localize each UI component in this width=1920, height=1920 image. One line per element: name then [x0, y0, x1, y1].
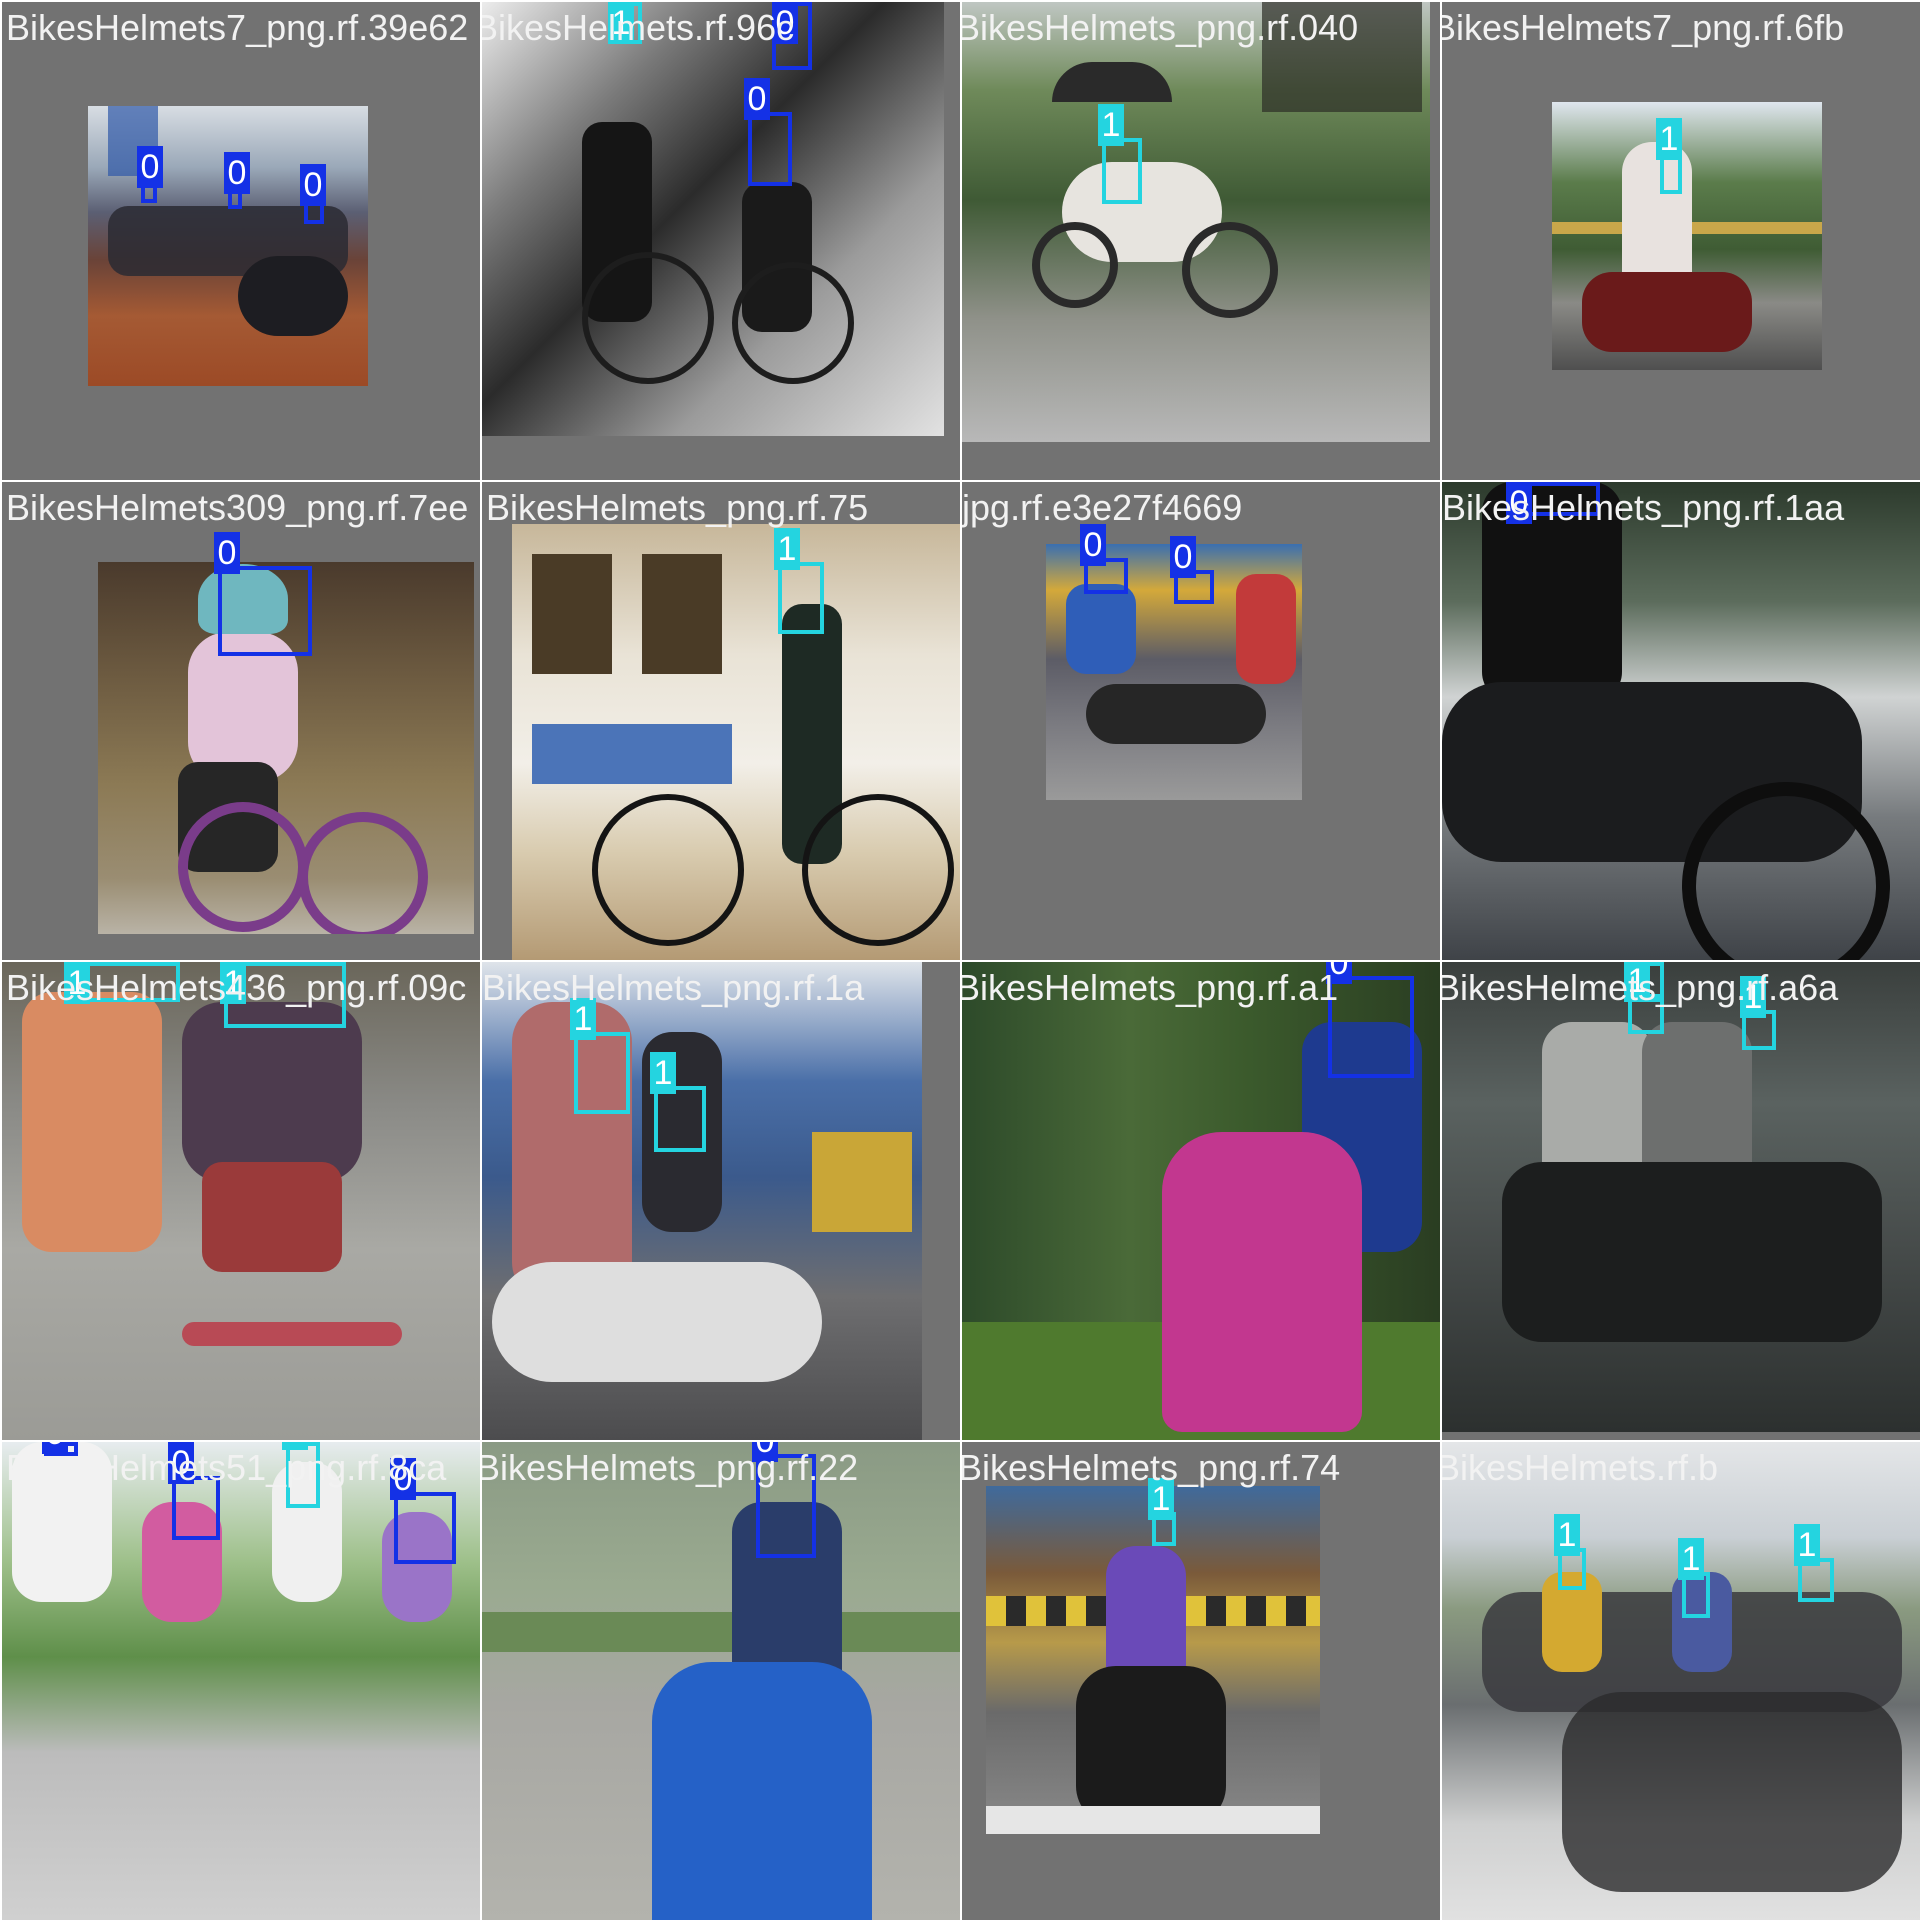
bbox-label: 0 [1080, 524, 1106, 566]
photo-pink-scooter [962, 962, 1440, 1440]
photo-child-trike [98, 562, 474, 934]
bbox-label: 1 [1740, 976, 1766, 1018]
bbox-label: 0 [1506, 482, 1532, 524]
bbox-class-0 [1328, 976, 1414, 1078]
photo-woman-bicycle [512, 524, 960, 960]
photo-street-motorbike [986, 1486, 1320, 1834]
photo-kids-scooters [2, 962, 480, 1440]
mosaic-tile: 0 BikesHelmets_png.rf.a1 [962, 962, 1440, 1440]
bbox-label: 0 [772, 2, 798, 44]
bbox-label: 0 [390, 1458, 416, 1500]
bbox-label: 0 [1170, 536, 1196, 578]
bbox-label: 1 [1098, 104, 1124, 146]
mosaic-tile: 1 BikesHelmets_png.rf.040 [962, 2, 1440, 480]
bbox-class-0 [1084, 558, 1128, 594]
mosaic-tile: 0 0 _jpg.rf.e3e27f4669 [962, 482, 1440, 960]
bbox-label: 1 [650, 1052, 676, 1094]
photo-blue-scooter [482, 1442, 960, 1920]
photo-cycling-group [1442, 1442, 1920, 1920]
bbox-label: 0 [744, 78, 770, 120]
mosaic-tile: 1 0 0 BikesHelmets.rf.96c [482, 2, 960, 480]
mosaic-tile: 1 BikesHelmets_png.rf.74 [962, 1442, 1440, 1920]
bbox-class-1 [574, 1032, 630, 1114]
mosaic-tile: 0 BikesHelmets_png.rf.1aa [1442, 482, 1920, 960]
bbox-label: 1 [1656, 118, 1682, 160]
bbox-label: 0 [1326, 962, 1352, 984]
photo-scooter-riders [482, 962, 922, 1440]
image-filename: BikesHelmets7_png.rf.39e62 [6, 7, 469, 48]
image-filename: BikesHelmets_png.rf.75 [486, 487, 869, 528]
bbox-label: 0 [168, 1442, 194, 1484]
bbox-label: 0 [224, 152, 250, 194]
bbox-label: 1 [570, 998, 596, 1040]
bbox-label: 1 [282, 1442, 308, 1450]
bbox-label: 0 [300, 164, 326, 206]
bbox-label: 0 [137, 146, 163, 188]
bbox-class-1 [1660, 154, 1682, 194]
bbox-label: 1 [608, 2, 634, 44]
photo-motorcycle-rally [88, 106, 368, 386]
photo-scooter-umbrella [962, 2, 1430, 442]
bbox-class-1 [286, 1442, 320, 1508]
bbox-label: 1 [1678, 1538, 1704, 1580]
mosaic-tile: 1 1 BikesHelmets_png.rf.1a [482, 962, 960, 1440]
mosaic-tile: 0 BikesHelmets309_png.rf.7ee [2, 482, 480, 960]
bbox-class-0 [218, 566, 312, 656]
bbox-label: 1 [64, 962, 90, 1004]
bbox-label: 1 [220, 962, 246, 1004]
photo-motorcycle-crowd [1442, 962, 1920, 1432]
bbox-class-0 [756, 1454, 816, 1558]
photo-motorbike-bridge [1552, 102, 1822, 370]
mosaic-tile: 0 BikesHelmets_png.rf.22 [482, 1442, 960, 1920]
bbox-class-0 [394, 1492, 456, 1564]
bbox-class-0 [172, 1476, 220, 1540]
mosaic-tile: 1 BikesHelmets_png.rf.75 [482, 482, 960, 960]
bbox-label: 1 [774, 528, 800, 570]
bbox-class-1 [1102, 138, 1142, 204]
mosaic-tile: 0 0 0 BikesHelmets7_png.rf.39e62 [2, 2, 480, 480]
bbox-label: 0 [752, 1442, 778, 1462]
bbox-class-1 [654, 1086, 706, 1152]
mosaic-tile: 1 1 1 BikesHelmets_png.rf.a6a [1442, 962, 1920, 1440]
photo-bw-bicycles [482, 2, 944, 436]
photo-family-cycling [2, 1442, 480, 1920]
image-filename: BikesHelmets7_png.rf.6fb [1442, 7, 1845, 48]
bbox-label: 0 [214, 532, 240, 574]
bbox-class-0 [748, 112, 792, 186]
bbox-class-1 [778, 562, 824, 634]
bbox-label: 1 [1554, 1514, 1580, 1556]
bbox-label: 1 [1794, 1524, 1820, 1566]
image-filename: _jpg.rf.e3e27f4669 [962, 487, 1243, 528]
photo-sport-motorbike [1442, 482, 1920, 960]
bbox-label: 1 [1148, 1478, 1174, 1520]
bbox-label: 1 [1624, 962, 1650, 1002]
mosaic-tile: 1 1 1 BikesHelmets.rf.b [1442, 1442, 1920, 1920]
image-filename: BikesHelmets309_png.rf.7ee [6, 487, 469, 528]
bbox-label: 0 [42, 1442, 68, 1454]
mosaic-tile: 1 1 BikesHelmets436_png.rf.09c [2, 962, 480, 1440]
mosaic-tile: 1 BikesHelmets7_png.rf.6fb [1442, 2, 1920, 480]
mosaic-tile: 0 0 1 0 BikesHelmets51_png.rf.8ca [2, 1442, 480, 1920]
